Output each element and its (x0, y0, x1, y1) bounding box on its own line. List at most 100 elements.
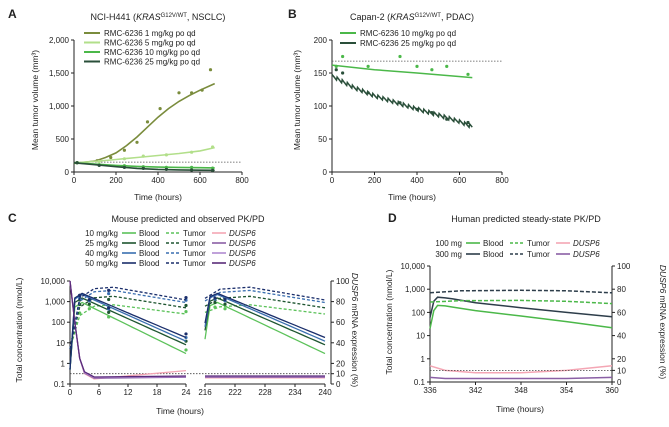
panel-a-ytick-label: 1,500 (49, 69, 70, 78)
panel-a-ytick-label: 2,000 (49, 36, 70, 45)
panel-c-point (184, 310, 188, 314)
panel-a-point (190, 91, 194, 95)
panel-d-xtick-label: 336 (423, 386, 437, 395)
panel-c-point (184, 303, 188, 308)
panel-a-ytick-label: 0 (65, 168, 70, 177)
panel-a-point (75, 161, 79, 165)
panel-c-legend-tumor: Tumor (183, 239, 206, 248)
panel-d-ytick-right-label: 40 (617, 332, 626, 341)
panel-c-point (223, 298, 227, 302)
panel-a-ytick-label: 1,000 (49, 102, 70, 111)
panel-d-series-line (429, 289, 613, 294)
panel-b-point (398, 101, 402, 105)
panel-label-d: D (388, 211, 397, 225)
panel-c-tumor-line (69, 304, 187, 350)
panel-b-series-line (331, 73, 473, 129)
panel-c-legend-blood: Blood (139, 229, 159, 238)
panel-d-ytick-left-label: 1 (421, 355, 426, 364)
panel-c-tumor-line (69, 289, 187, 350)
panel-a-point (211, 166, 215, 170)
panel-c-ytick-left-label: 1,000 (45, 298, 66, 307)
panel-b-point (366, 64, 370, 68)
panel-c-ylabel-left: Total concentration (nmol/L) (14, 277, 24, 382)
panel-c-ytick-left-label: 0.1 (54, 380, 66, 389)
panel-b-point (334, 68, 338, 72)
panel-c-legend-tumor: Tumor (183, 229, 206, 238)
panel-d-ytick-left-label: 10,000 (401, 262, 426, 271)
panel-c-xtick-label: 234 (288, 388, 302, 397)
panel-d-series-line (429, 304, 613, 329)
panel-c-point (223, 302, 227, 306)
panel-c-legend-tumor: Tumor (183, 259, 206, 268)
panel-d-ytick-right-label: 60 (617, 308, 626, 317)
panel-b-point (415, 107, 419, 111)
panel-a-xtick-label: 200 (109, 176, 123, 185)
panel-a-xlabel: Time (hours) (134, 192, 182, 202)
panel-c-xtick-label: 0 (68, 388, 73, 397)
panel-c-xtick-label: 228 (258, 388, 272, 397)
panel-d-legend-tumor: Tumor (527, 250, 550, 259)
panel-c-point (78, 293, 82, 297)
panel-c-point (107, 288, 111, 292)
panel-b-ylabel: Mean tumor volume (mm³) (292, 50, 302, 150)
panel-a-point (208, 68, 213, 72)
panel-c-ytick-left-label: 10,000 (41, 277, 66, 286)
panel-a-point (164, 153, 168, 157)
panel-c-blood-line (69, 293, 187, 370)
panel-c-ytick-right-label: 10 (336, 370, 345, 379)
panel-c-blood-line (204, 292, 326, 339)
panel-c-legend-gene: DUSP6 (229, 259, 256, 268)
panel-d-legend-dose: 100 mg (435, 239, 462, 248)
panel-a-point (158, 107, 162, 111)
panel-a-xtick-label: 600 (193, 176, 207, 185)
panel-c-blood-line (69, 292, 187, 370)
panel-c-point (107, 297, 111, 302)
panel-c-legend-gene: DUSP6 (229, 239, 256, 248)
panel-d-series-line (429, 376, 613, 380)
panel-c-legend-dose: 10 mg/kg (85, 229, 118, 238)
panel-d-legend-tumor: Tumor (527, 239, 550, 248)
panel-b-point (341, 71, 345, 75)
panel-d-xtick-label: 354 (560, 386, 574, 395)
panel-c-xtick-label: 18 (153, 388, 162, 397)
panel-c-ytick-left-label: 1 (61, 359, 66, 368)
panel-d-ytick-left-label: 100 (412, 308, 426, 317)
panel-a-point (211, 145, 215, 149)
panel-b-legend-label: RMC-6236 25 mg/kg po qd (360, 39, 456, 48)
panel-c-tumor-line (204, 304, 326, 315)
panel-c-xtick-label: 240 (318, 388, 332, 397)
panel-c-point (184, 332, 188, 336)
panel-c-ytick-left-label: 100 (52, 318, 66, 327)
panel-b-point (445, 64, 449, 68)
panel-c-title: Mouse predicted and observed PK/PD (111, 214, 265, 224)
panel-c-legend-blood: Blood (139, 239, 159, 248)
panel-a-point (177, 91, 181, 95)
panel-b-xlabel: Time (hours) (388, 192, 436, 202)
panel-b-ytick-label: 150 (314, 69, 328, 78)
panel-c-xtick-label: 216 (198, 388, 212, 397)
panel-label-b: B (288, 7, 297, 21)
panel-c-point (184, 296, 188, 300)
panel-d-xtick-label: 348 (514, 386, 528, 395)
panel-c-xtick-label: 24 (182, 388, 191, 397)
panel-c-tumor-line (69, 286, 187, 350)
panel-c-xtick-label: 222 (228, 388, 242, 397)
panel-c-blood-line (204, 293, 326, 342)
panel-c-point (213, 300, 217, 305)
panel-d: Human predicted steady-state PK/PD Time … (384, 214, 668, 414)
panel-d-legend-dose: 300 mg (435, 250, 462, 259)
panel-a-point (164, 167, 168, 171)
panel-b-point (398, 54, 402, 59)
panel-b-legend-label: RMC-6236 10 mg/kg po qd (360, 29, 456, 38)
panel-c-point (87, 302, 91, 306)
panel-b-xtick-label: 400 (410, 176, 424, 185)
panel-b-point (334, 64, 338, 68)
panel-c-ytick-right-label: 60 (336, 318, 345, 327)
panel-a-point (135, 140, 139, 144)
panel-a-point (141, 154, 145, 158)
panel-d-legend-gene: DUSP6 (573, 250, 600, 259)
panel-c: Mouse predicted and observed PK/PD Time … (14, 214, 360, 416)
panel-d-title: Human predicted steady-state PK/PD (451, 214, 601, 224)
panel-a-ylabel: Mean tumor volume (mm³) (30, 50, 40, 150)
panel-d-series-line (429, 365, 613, 374)
